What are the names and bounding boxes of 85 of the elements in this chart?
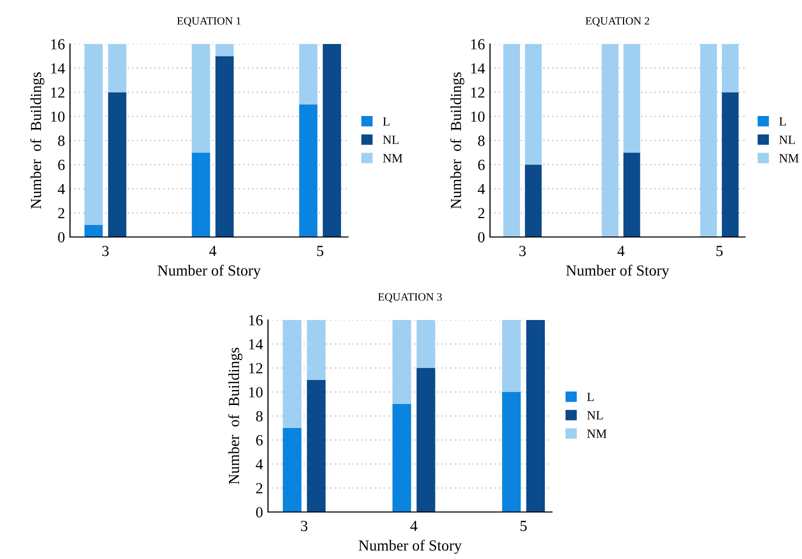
y-tick-label: 12 — [249, 363, 262, 374]
y-tick-label: 10 — [249, 387, 263, 398]
y-axis-title: Number of Buildings — [30, 72, 44, 209]
chart-title: EQUATION 1 — [177, 17, 241, 26]
bar — [299, 104, 318, 237]
legend-label: L — [382, 117, 390, 126]
y-tick-label: 6 — [256, 435, 263, 446]
chart-title: EQUATION 3 — [378, 293, 442, 302]
bar — [502, 320, 521, 392]
y-tick-label: 12 — [471, 87, 484, 98]
bar — [108, 44, 126, 92]
y-tick-label: 10 — [51, 112, 65, 122]
bar — [602, 44, 618, 237]
x-axis-title: Number of Story — [566, 264, 670, 279]
bar — [282, 428, 302, 512]
y-tick-label: 10 — [471, 112, 485, 122]
bar — [416, 368, 436, 512]
x-tick-label: 5 — [317, 246, 324, 256]
y-tick-label: 0 — [256, 507, 263, 518]
bar — [524, 164, 542, 237]
x-tick-label: 3 — [301, 520, 308, 532]
bar — [84, 44, 103, 225]
y-tick-label: 8 — [478, 136, 485, 146]
bar — [192, 44, 210, 153]
y-tick-label: 6 — [478, 160, 485, 170]
bar — [84, 224, 103, 237]
y-tick-label: 6 — [58, 160, 65, 170]
legend-label: NL — [779, 136, 795, 144]
y-tick-label: 4 — [478, 184, 485, 194]
bar — [524, 44, 542, 165]
y-tick-label: 16 — [471, 39, 485, 50]
y-tick-label: 12 — [51, 87, 64, 98]
y-tick-label: 16 — [249, 315, 263, 326]
bar — [623, 152, 640, 237]
bar — [623, 44, 640, 153]
y-tick-label: 2 — [58, 208, 64, 218]
x-tick-label: 4 — [209, 246, 216, 256]
bar — [503, 44, 520, 237]
legend-label: NM — [587, 430, 607, 438]
bar — [108, 92, 126, 237]
bar — [192, 152, 210, 237]
y-tick-label: 16 — [51, 39, 65, 50]
bar — [322, 44, 342, 237]
y-tick-label: 4 — [58, 184, 65, 194]
y-tick-label: 4 — [256, 459, 263, 470]
x-axis-title: Number of Story — [158, 264, 261, 279]
legend-label: NM — [779, 154, 799, 162]
chart-title: EQUATION 2 — [586, 17, 650, 26]
bar — [700, 44, 717, 237]
y-axis-title: Number of Buildings — [450, 72, 464, 209]
x-tick-label: 4 — [410, 520, 418, 531]
legend-label: L — [779, 117, 786, 126]
bar — [282, 320, 302, 428]
x-tick-label: 4 — [617, 246, 625, 256]
y-tick-label: 0 — [58, 232, 65, 242]
x-axis-title: Number of Story — [358, 540, 462, 554]
bar — [215, 56, 234, 237]
y-tick-label: 8 — [58, 136, 65, 146]
legend-label: NL — [382, 136, 398, 144]
y-tick-label: 0 — [478, 232, 485, 242]
bar — [392, 404, 412, 512]
y-tick-label: 8 — [256, 411, 263, 422]
bar — [526, 320, 545, 512]
y-tick-label: 14 — [249, 339, 263, 350]
bar — [416, 320, 436, 368]
x-tick-label: 5 — [716, 246, 723, 256]
x-tick-label: 3 — [102, 246, 109, 256]
y-tick-label: 2 — [256, 483, 262, 494]
y-tick-label: 2 — [478, 208, 484, 218]
bar — [306, 320, 326, 380]
legend-label: NM — [382, 154, 402, 162]
bar — [299, 44, 318, 104]
y-tick-label: 14 — [51, 63, 65, 74]
legend-label: NL — [587, 411, 603, 420]
x-tick-label: 5 — [520, 520, 527, 532]
bar — [502, 392, 521, 512]
bar — [215, 44, 234, 56]
bar — [392, 320, 412, 404]
legend-label: L — [587, 392, 594, 402]
bar — [722, 44, 739, 92]
bar — [306, 380, 326, 512]
y-axis-title: Number of Buildings — [228, 348, 242, 484]
x-tick-label: 3 — [519, 246, 526, 256]
y-tick-label: 14 — [471, 63, 485, 74]
bar — [722, 92, 739, 237]
